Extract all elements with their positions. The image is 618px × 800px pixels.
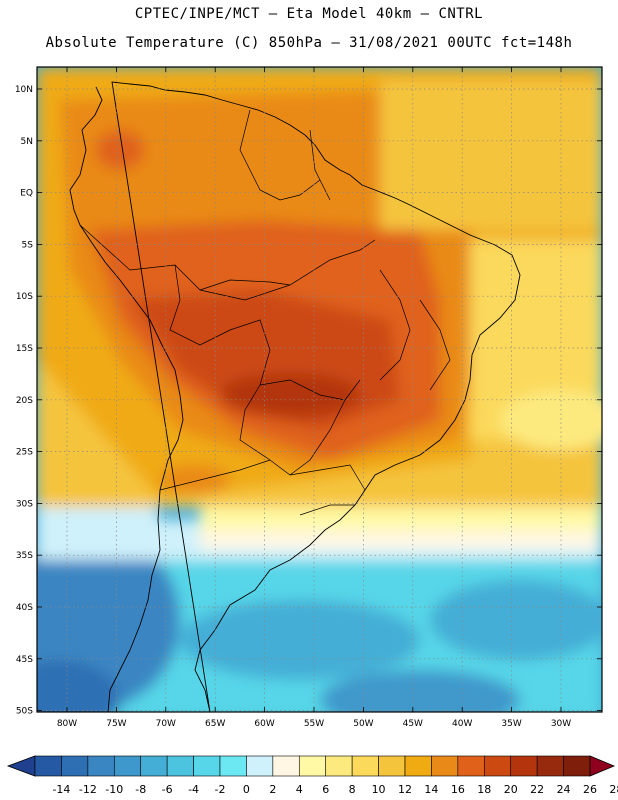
colorbar-label: 24	[557, 783, 571, 796]
axis-ticks	[37, 67, 602, 712]
colorbar-label: 20	[504, 783, 518, 796]
colorbar-cell	[272, 755, 300, 777]
colorbar-label: 6	[322, 783, 329, 796]
lat-label: 5S	[22, 240, 34, 250]
colorbar-cell	[246, 755, 274, 777]
colorbar-cell	[113, 755, 142, 777]
colorbar-label: -10	[105, 783, 123, 796]
colorbar-cell	[510, 755, 538, 777]
coastlines	[69, 81, 521, 712]
colorbar-cell	[140, 755, 168, 777]
lat-label: 10N	[15, 85, 33, 95]
lon-label: 40W	[452, 719, 472, 729]
colorbar-cell	[298, 755, 327, 777]
colorbar-label: -8	[135, 783, 146, 796]
colorbar-label: 18	[477, 783, 491, 796]
lon-label: 45W	[403, 719, 423, 729]
title-line-1: CPTEC/INPE/MCT – Eta Model 40km – CNTRL	[134, 6, 484, 22]
lat-label: 5N	[21, 137, 33, 147]
lat-label: 40S	[16, 603, 33, 613]
colorbar-label: 0	[243, 783, 250, 796]
colorbar-cell	[325, 755, 353, 777]
lat-label: 30S	[16, 499, 33, 509]
lat-label: EQ	[20, 189, 33, 199]
map-frame	[36, 66, 603, 713]
lat-label: 45S	[16, 655, 33, 665]
lat-label: 35S	[16, 551, 33, 561]
temperature-field	[37, 67, 602, 712]
colorbar-cell	[431, 755, 459, 777]
colorbar-label: 14	[424, 783, 438, 796]
colorbar-label: 2	[269, 783, 276, 796]
colorbar-label: 28	[609, 783, 618, 796]
lat-label: 15S	[16, 344, 33, 354]
colorbar-label: 22	[530, 783, 544, 796]
colorbar-label: -2	[215, 783, 226, 796]
colorbar-label: -12	[79, 783, 97, 796]
lon-label: 55W	[304, 719, 324, 729]
colorbar-label: 16	[451, 783, 465, 796]
colorbar-label: 26	[583, 783, 597, 796]
colorbar-label: -4	[188, 783, 199, 796]
latitude-axis: 10N 5N EQ 5S 10S 15S 20S 25S 30S 35S 40S 45S 50S	[15, 85, 33, 717]
colorbar-labels: -14 -12 -10 -8 -6 -4 -2 0 2 4 6 8 10 12 14 16 18 20 22 24 26…	[52, 783, 618, 796]
colorbar-cell	[193, 755, 221, 777]
lat-label: 50S	[16, 707, 33, 717]
lon-label: 30W	[551, 719, 571, 729]
colorbar-cell	[483, 755, 512, 777]
colorbar-label: -14	[52, 783, 70, 796]
lon-label: 70W	[156, 719, 176, 729]
colorbar-label: 8	[349, 783, 356, 796]
lat-label: 20S	[16, 396, 33, 406]
lat-label: 25S	[16, 448, 33, 458]
title-line-2: Absolute Temperature (C) 850hPa – 31/08/…	[45, 35, 573, 51]
lon-label: 65W	[205, 719, 225, 729]
colorbar-cell	[219, 755, 247, 777]
colorbar-label: 10	[372, 783, 386, 796]
colorbar-cell	[378, 755, 406, 777]
colorbar-cell	[34, 755, 62, 777]
colorbar-label: 4	[296, 783, 303, 796]
colorbar-cell	[563, 755, 591, 777]
colorbar-label: -6	[162, 783, 173, 796]
colorbar-cell	[166, 755, 194, 777]
colorbar-cell	[404, 755, 432, 777]
lon-label: 35W	[501, 719, 521, 729]
lon-label: 60W	[254, 719, 274, 729]
lon-label: 80W	[57, 719, 77, 729]
longitude-axis: 80W 75W 70W 65W 60W 55W 50W 45W 40W 35W 30W	[57, 719, 571, 729]
colorbar-left-arrow	[6, 755, 36, 777]
colorbar-right-arrow	[589, 755, 616, 777]
colorbar-cell	[61, 755, 89, 777]
country-borders	[79, 109, 451, 516]
colorbar-cell	[87, 755, 115, 777]
lon-label: 75W	[106, 719, 126, 729]
south-america-coastline	[69, 81, 521, 712]
colorbar-cell	[536, 755, 564, 777]
lat-label: 10S	[16, 292, 33, 302]
colorbar-label: 12	[398, 783, 412, 796]
lon-label: 50W	[353, 719, 373, 729]
colorbar-cell	[457, 755, 485, 777]
colorbar	[6, 755, 616, 777]
colorbar-cell	[351, 755, 379, 777]
